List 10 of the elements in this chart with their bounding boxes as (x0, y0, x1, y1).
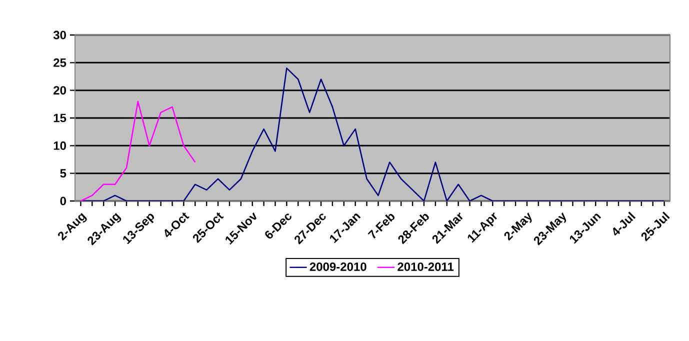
y-tick-label: 0 (60, 196, 66, 206)
legend-label: 2009-2010 (310, 262, 366, 271)
y-tick-label: 25 (54, 58, 66, 67)
y-tick-label: 20 (54, 86, 66, 95)
y-tick-label: 30 (53, 30, 66, 40)
line-series (80, 100, 196, 202)
y-tick-label: 15 (54, 114, 66, 122)
legend-label: 2010-2011 (398, 262, 454, 271)
y-tick-label: 10 (54, 141, 66, 150)
y-tick-label: 5 (60, 169, 66, 178)
